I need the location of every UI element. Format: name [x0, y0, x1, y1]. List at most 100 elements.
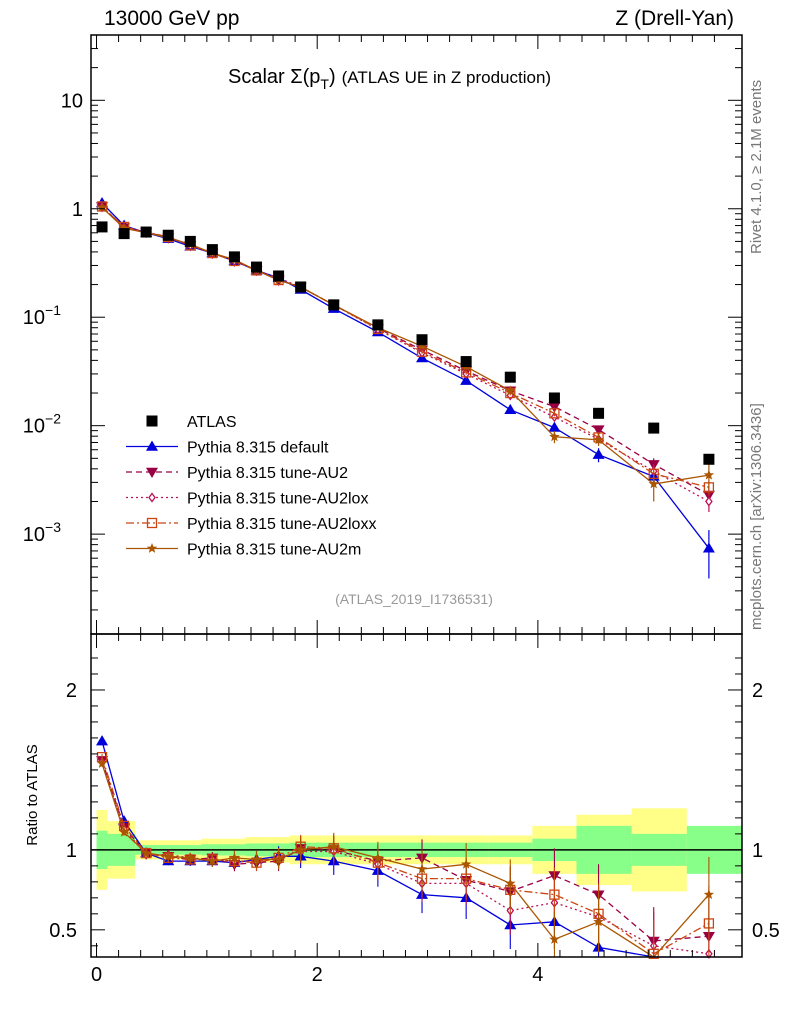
- ratio-y-tick-label-right: 2: [752, 680, 763, 702]
- ratio-point: [295, 844, 306, 855]
- header-channel-label: Z (Drell-Yan): [615, 7, 734, 30]
- data-point: [592, 448, 605, 459]
- data-point: [295, 281, 307, 293]
- legend-marker: [146, 543, 158, 553]
- ratio-point: [505, 877, 516, 888]
- legend-label: Pythia 8.315 tune-AU2lox: [187, 491, 368, 508]
- data-point: [140, 226, 152, 238]
- data-point: [549, 431, 560, 442]
- data-point: [184, 235, 196, 247]
- ratio-y-tick-label: 1: [66, 840, 77, 862]
- ratio-point: [703, 889, 715, 900]
- y-tick-label: 10−3: [23, 519, 61, 546]
- data-point: [703, 469, 715, 480]
- data-point: [118, 228, 130, 240]
- chart-title: Scalar Σ(pT) (ATLAS UE in Z production): [228, 66, 551, 92]
- ratio-y-tick-label-right: 1: [752, 840, 763, 862]
- legend-item: Pythia 8.315 tune-AU2loxx: [126, 516, 376, 533]
- ratio-point: [118, 826, 130, 837]
- ratio-axis-label: Ratio to ATLAS: [24, 744, 41, 845]
- data-point: [593, 407, 605, 419]
- ratio-point: [229, 852, 240, 863]
- ratio-panel-frame: [90, 633, 743, 958]
- ratio-point: [416, 863, 428, 874]
- legend-marker: [146, 415, 158, 427]
- legend-label: Pythia 8.315 default: [187, 440, 329, 457]
- data-point: [162, 229, 174, 241]
- legend-label: Pythia 8.315 tune-AU2: [187, 465, 348, 482]
- ratio-point: [372, 852, 384, 863]
- data-point: [273, 270, 285, 282]
- data-point: [206, 244, 218, 256]
- data-point: [504, 371, 516, 383]
- data-point: [416, 334, 428, 346]
- y-tick-label: 10−1: [23, 302, 61, 329]
- data-point: [118, 222, 130, 233]
- data-point: [96, 201, 108, 212]
- ratio-y-tick-label-right: 0.5: [752, 920, 780, 942]
- legend-item: Pythia 8.315 default: [126, 440, 329, 457]
- ratio-point: [328, 841, 339, 852]
- data-point: [505, 385, 516, 396]
- data-point: [648, 478, 659, 489]
- y-tick-label: 10: [61, 90, 83, 112]
- data-point: [228, 251, 240, 263]
- legend-marker: [146, 440, 158, 451]
- legend-label: Pythia 8.315 tune-AU2m: [187, 542, 361, 559]
- x-tick-label: 0: [91, 964, 102, 986]
- data-point: [593, 434, 604, 445]
- data-point: [460, 374, 473, 385]
- data-point: [416, 340, 428, 351]
- ratio-point: [273, 854, 284, 864]
- data-point: [504, 403, 517, 415]
- data-point: [96, 201, 108, 212]
- data-point: [96, 221, 108, 233]
- x-tick-label: 2: [312, 964, 323, 986]
- analysis-label: (ATLAS_2019_I1736531): [335, 591, 493, 607]
- legend-item: Pythia 8.315 tune-AU2: [126, 465, 348, 482]
- ratio-point: [163, 850, 174, 861]
- data-point: [251, 261, 263, 273]
- data-point: [648, 422, 660, 434]
- ratio-point: [185, 852, 196, 863]
- data-point: [460, 356, 472, 368]
- legend-item: ATLAS: [146, 414, 237, 431]
- data-point: [548, 392, 560, 404]
- data-point: [372, 319, 384, 331]
- data-point: [548, 421, 561, 432]
- y-tick-label: 1: [72, 199, 83, 221]
- ratio-point: [549, 933, 560, 944]
- data-point: [550, 412, 559, 423]
- data-point: [549, 408, 560, 419]
- ratio-point: [207, 855, 218, 866]
- series-line: [101, 206, 710, 503]
- legend: ATLAS Pythia 8.315 default Pythia 8.315 tu…: [126, 414, 376, 559]
- ratio-y-tick-label: 0.5: [49, 920, 77, 942]
- data-point: [702, 542, 715, 553]
- series-atlas: [96, 221, 715, 465]
- header-process-label: 13000 GeV pp: [104, 7, 240, 30]
- ratio-point: [460, 858, 472, 869]
- ratio-point: [140, 847, 152, 858]
- data-point: [703, 453, 715, 465]
- ratio-point: [96, 758, 108, 768]
- ratio-point: [549, 889, 560, 900]
- legend-label: ATLAS: [187, 414, 237, 431]
- legend-marker: [148, 492, 156, 503]
- data-point: [592, 425, 605, 436]
- ratio-point: [96, 735, 109, 746]
- y-tick-label: 10−2: [23, 411, 61, 438]
- legend-marker: [146, 517, 158, 529]
- ratio-y-tick-label: 2: [66, 680, 77, 702]
- ratio-point: [251, 854, 262, 864]
- legend-label: Pythia 8.315 tune-AU2loxx: [187, 516, 376, 533]
- x-tick-label: 4: [532, 964, 543, 986]
- data-point: [705, 496, 713, 507]
- data-point: [328, 299, 340, 311]
- legend-item: Pythia 8.315 tune-AU2m: [126, 542, 361, 559]
- ratio-point: [593, 916, 604, 927]
- legend-item: Pythia 8.315 tune-AU2lox: [126, 491, 368, 508]
- data-point: [548, 402, 561, 413]
- legend-marker: [146, 467, 158, 478]
